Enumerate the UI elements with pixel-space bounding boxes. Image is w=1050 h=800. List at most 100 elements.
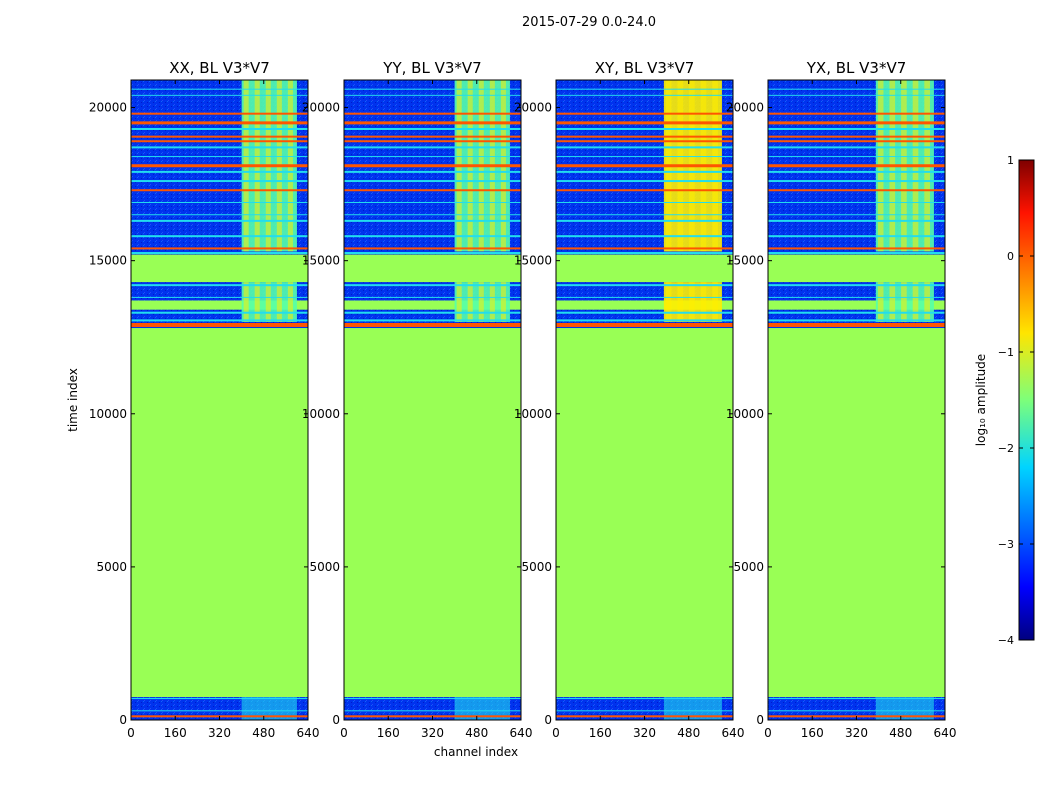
band-line: [556, 121, 733, 125]
band-line: [344, 146, 521, 149]
panel-3: YX, BL V3*V7 0 160 320 480 640 0 5000 10000 15000…: [726, 59, 957, 740]
band-line: [344, 112, 521, 115]
band-line: [344, 156, 521, 158]
band-line: [556, 164, 733, 168]
band-line: [344, 311, 521, 314]
band-line: [768, 201, 945, 203]
band-line: [131, 214, 308, 216]
y-tick-label: 10000: [89, 407, 127, 421]
y-tick-label: 0: [756, 713, 764, 727]
rfi-channel: [254, 282, 260, 322]
heatmap-image: [344, 80, 521, 720]
x-tick-label: 0: [764, 726, 772, 740]
panel-1: YY, BL V3*V7 0 160 320 480 640 0 5000 10000 15000…: [302, 59, 533, 740]
x-tick-label: 640: [297, 726, 320, 740]
band-line: [768, 710, 945, 712]
rfi-channel: [924, 282, 930, 322]
panel-title: YX, BL V3*V7: [806, 59, 907, 77]
band-line: [768, 112, 945, 115]
flagged-gap: [131, 300, 308, 310]
band-line: [344, 180, 521, 183]
x-tick-label: 320: [633, 726, 656, 740]
colorbar-tick-label: −2: [998, 442, 1014, 455]
figure-title: 2015-07-29 0.0-24.0: [522, 15, 656, 30]
x-tick-label: 160: [801, 726, 824, 740]
band-line: [131, 698, 308, 700]
band-line: [556, 156, 733, 158]
band-line: [131, 121, 308, 125]
band-line: [768, 219, 945, 222]
rfi-channel: [478, 282, 484, 322]
band-line: [131, 322, 308, 327]
colorbar-tick-label: 1: [1007, 154, 1014, 167]
band-line: [556, 146, 733, 149]
band-line: [556, 284, 733, 287]
rfi-channel: [265, 282, 271, 322]
x-tick-label: 0: [127, 726, 135, 740]
band-line: [344, 322, 521, 327]
band-line: [556, 247, 733, 250]
band-line: [556, 322, 733, 327]
flagged-gap: [344, 254, 521, 283]
band-line: [556, 170, 733, 173]
rfi-channel: [712, 282, 718, 322]
band-line: [131, 235, 308, 238]
colorbar-tick-label: 0: [1007, 250, 1014, 263]
band-line: [131, 252, 308, 255]
y-tick-label: 15000: [726, 254, 764, 268]
y-tick-label: 10000: [726, 407, 764, 421]
y-tick-label: 20000: [89, 101, 127, 115]
x-tick-label: 640: [934, 726, 957, 740]
band-line: [131, 112, 308, 115]
panel-2: XY, BL V3*V7 0 160 320 480 640 0 5000 10000 15000…: [514, 59, 745, 740]
panel-title: XX, BL V3*V7: [169, 59, 270, 77]
band-line: [768, 698, 945, 700]
rfi-channel: [889, 282, 896, 322]
band-line: [768, 146, 945, 149]
band-line: [768, 322, 945, 327]
band-line: [768, 156, 945, 158]
band-line: [131, 219, 308, 222]
band-line: [131, 311, 308, 314]
flagged-gap: [768, 254, 945, 283]
x-tick-label: 320: [208, 726, 231, 740]
band-line: [344, 170, 521, 173]
x-tick-label: 160: [164, 726, 187, 740]
panels: XX, BL V3*V7 0 160 320 480 640 0 5000 10000 15000…: [89, 59, 957, 740]
band-line: [768, 94, 945, 96]
band-line: [768, 164, 945, 168]
band-line: [131, 201, 308, 203]
rfi-channel: [243, 282, 249, 322]
colorbar-gradient: [1018, 159, 1035, 641]
y-tick-label: 15000: [302, 254, 340, 268]
y-tick-label: 20000: [726, 101, 764, 115]
x-tick-label: 640: [722, 726, 745, 740]
rfi-channel: [877, 282, 884, 322]
rfi-block-lower: [663, 697, 722, 720]
y-tick-label: 5000: [733, 560, 764, 574]
band-line: [131, 88, 308, 90]
band-line: [344, 247, 521, 250]
y-tick-label: 10000: [302, 407, 340, 421]
band-line: [556, 296, 733, 298]
heatmap-image: [768, 80, 945, 720]
flagged-gap: [556, 300, 733, 310]
band-line: [131, 146, 308, 149]
rfi-channel: [665, 282, 672, 322]
band-line: [344, 296, 521, 298]
band-line: [344, 710, 521, 712]
band-line: [556, 219, 733, 222]
band-line: [768, 121, 945, 125]
band-line: [344, 140, 521, 143]
band-line: [344, 219, 521, 222]
y-tick-label: 15000: [514, 254, 552, 268]
heatmap-image: [556, 80, 733, 720]
rfi-channel: [456, 282, 462, 322]
band-line: [556, 710, 733, 712]
band-line: [556, 214, 733, 216]
band-line: [768, 135, 945, 138]
band-line: [131, 140, 308, 143]
x-tick-label: 480: [677, 726, 700, 740]
band-line: [768, 311, 945, 314]
